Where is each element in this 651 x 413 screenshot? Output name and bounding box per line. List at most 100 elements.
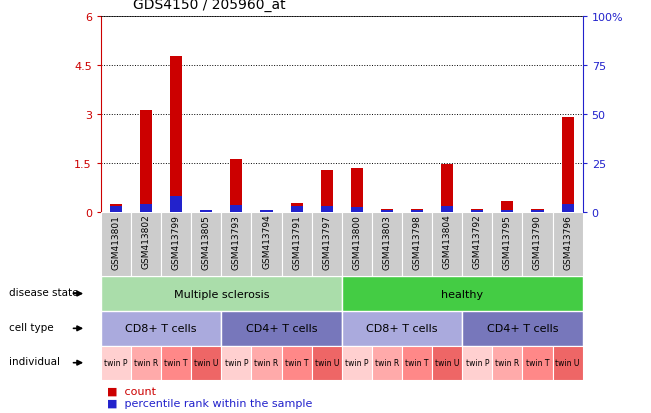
Text: CD4+ T cells: CD4+ T cells (246, 323, 317, 334)
Text: individual: individual (9, 356, 60, 366)
Bar (432, 212, 462, 276)
Text: cell type: cell type (9, 322, 53, 332)
Bar (462, 311, 583, 346)
Bar (170, 57, 182, 212)
Bar (522, 212, 553, 276)
Text: GSM413799: GSM413799 (172, 214, 181, 269)
Bar (471, 210, 483, 212)
Text: GSM413792: GSM413792 (473, 214, 482, 269)
Bar (251, 212, 281, 276)
Text: GSM413796: GSM413796 (563, 214, 572, 269)
Text: GSM413802: GSM413802 (141, 214, 150, 269)
Bar (110, 204, 122, 212)
Text: GSM413794: GSM413794 (262, 214, 271, 269)
Bar (411, 210, 423, 212)
Text: twin R: twin R (255, 358, 279, 367)
Bar (321, 171, 333, 212)
Bar (342, 311, 462, 346)
Bar (501, 210, 514, 212)
Bar (531, 210, 544, 212)
Bar (101, 346, 131, 380)
Text: CD4+ T cells: CD4+ T cells (487, 323, 558, 334)
Bar (501, 202, 514, 212)
Bar (131, 212, 161, 276)
Text: GSM413805: GSM413805 (202, 214, 211, 269)
Text: CD8+ T cells: CD8+ T cells (367, 323, 437, 334)
Text: twin P: twin P (465, 358, 489, 367)
Bar (140, 111, 152, 212)
Bar (342, 276, 583, 311)
Text: twin P: twin P (225, 358, 248, 367)
Bar (161, 212, 191, 276)
Text: twin T: twin T (526, 358, 549, 367)
Bar (562, 118, 574, 212)
Bar (312, 346, 342, 380)
Text: GSM413790: GSM413790 (533, 214, 542, 269)
Text: GSM413791: GSM413791 (292, 214, 301, 269)
Text: twin U: twin U (435, 358, 460, 367)
Text: twin R: twin R (495, 358, 519, 367)
Bar (251, 346, 281, 380)
Bar (342, 212, 372, 276)
Bar (191, 212, 221, 276)
Bar (312, 212, 342, 276)
Bar (161, 346, 191, 380)
Bar (230, 205, 242, 212)
Text: twin U: twin U (555, 358, 580, 367)
Text: GSM413804: GSM413804 (443, 214, 452, 269)
Text: GDS4150 / 205960_at: GDS4150 / 205960_at (133, 0, 286, 12)
Text: GSM413800: GSM413800 (352, 214, 361, 269)
Bar (462, 346, 492, 380)
Bar (290, 206, 303, 212)
Text: GSM413797: GSM413797 (322, 214, 331, 269)
Bar (553, 212, 583, 276)
Text: ■  percentile rank within the sample: ■ percentile rank within the sample (107, 398, 312, 408)
Bar (372, 346, 402, 380)
Text: GSM413795: GSM413795 (503, 214, 512, 269)
Bar (221, 346, 251, 380)
Text: disease state: disease state (9, 287, 79, 297)
Bar (101, 276, 342, 311)
Text: GSM413801: GSM413801 (111, 214, 120, 269)
Bar (351, 207, 363, 212)
Bar (381, 211, 393, 212)
Bar (101, 212, 131, 276)
Bar (201, 211, 212, 212)
Bar (260, 211, 273, 212)
Text: GSM413793: GSM413793 (232, 214, 241, 269)
Bar (492, 212, 522, 276)
Bar (131, 346, 161, 380)
Bar (441, 165, 453, 212)
Bar (140, 204, 152, 212)
Text: twin R: twin R (134, 358, 158, 367)
Text: twin R: twin R (375, 358, 399, 367)
Bar (290, 203, 303, 212)
Text: twin U: twin U (314, 358, 339, 367)
Bar (170, 197, 182, 212)
Bar (381, 209, 393, 212)
Bar (281, 346, 312, 380)
Bar (441, 206, 453, 212)
Bar (522, 346, 553, 380)
Bar (411, 209, 423, 212)
Bar (432, 346, 462, 380)
Bar (221, 311, 342, 346)
Bar (372, 212, 402, 276)
Text: twin T: twin T (406, 358, 429, 367)
Bar (553, 346, 583, 380)
Text: twin T: twin T (165, 358, 188, 367)
Text: Multiple sclerosis: Multiple sclerosis (174, 289, 269, 299)
Bar (351, 168, 363, 212)
Text: twin U: twin U (194, 358, 219, 367)
Bar (101, 311, 221, 346)
Text: ■  count: ■ count (107, 386, 156, 396)
Bar (321, 206, 333, 212)
Bar (191, 346, 221, 380)
Text: CD8+ T cells: CD8+ T cells (126, 323, 197, 334)
Text: twin T: twin T (285, 358, 309, 367)
Bar (531, 211, 544, 212)
Bar (342, 346, 372, 380)
Bar (562, 204, 574, 212)
Bar (402, 212, 432, 276)
Bar (221, 212, 251, 276)
